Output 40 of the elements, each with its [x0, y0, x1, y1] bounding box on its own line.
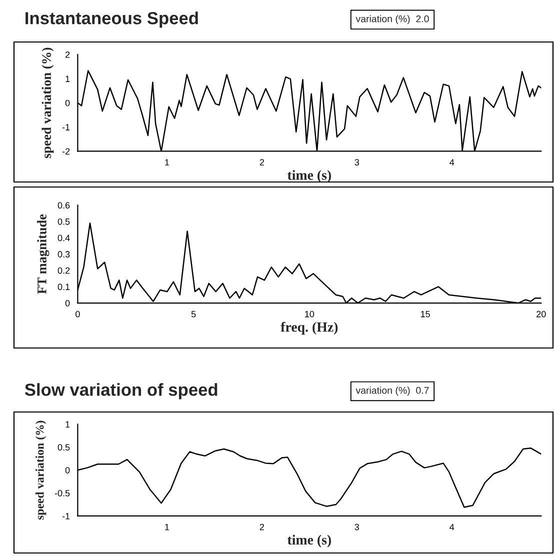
x-tick-label: 10 [305, 310, 314, 318]
x-tick-label: 3 [354, 524, 360, 530]
y-tick-label: 0 [65, 100, 70, 106]
y-axis-title: FT magnitude [37, 214, 50, 294]
y-tick-label: 0.1 [58, 284, 70, 290]
y-axis-title: speed variation (%) [42, 48, 54, 158]
y-tick-label: 1 [66, 421, 70, 428]
text: variation (%) 2.0 [356, 15, 429, 24]
y-tick-label: 0 [65, 467, 70, 474]
x-axis-title: time (s) [287, 170, 331, 183]
chart-title: Instantaneous Speed [26, 12, 198, 28]
x-tick-label: 3 [354, 159, 360, 166]
x-tick-label: 2 [260, 524, 264, 530]
x-tick-label: 0 [76, 310, 80, 318]
y-tick-label: 0.4 [58, 234, 70, 242]
x-tick-label: 4 [450, 524, 454, 530]
y-tick-label: -1 [62, 513, 70, 520]
x-tick-label: 5 [191, 310, 196, 318]
text: variation (%) 0.7 [356, 386, 429, 396]
y-tick-label: 0.5 [58, 218, 70, 225]
chart-title: Slow variation of speed [24, 383, 218, 400]
y-tick-label: 0 [65, 300, 70, 306]
y-tick-label: 2 [65, 51, 70, 58]
y-tick-label: 0.2 [58, 267, 70, 274]
y-tick-label: 1 [66, 76, 70, 82]
y-tick-label: 0.5 [58, 444, 70, 451]
x-tick-label: 1 [165, 159, 170, 166]
y-tick-label: 0.3 [58, 251, 70, 258]
y-axis-title: speed variation (%) [35, 420, 46, 520]
x-axis-title: freq. (Hz) [280, 322, 338, 335]
x-tick-label: 1 [165, 524, 170, 530]
x-tick-label: 20 [536, 310, 546, 318]
y-tick-label: -1 [62, 124, 70, 130]
x-tick-label: 4 [450, 159, 454, 166]
y-tick-label: -2 [62, 148, 70, 155]
y-tick-label: -0.5 [54, 490, 70, 496]
x-tick-label: 2 [260, 159, 264, 166]
y-tick-label: 0.6 [58, 202, 70, 209]
x-axis-title: time (s) [287, 534, 331, 548]
x-tick-label: 15 [420, 310, 430, 318]
